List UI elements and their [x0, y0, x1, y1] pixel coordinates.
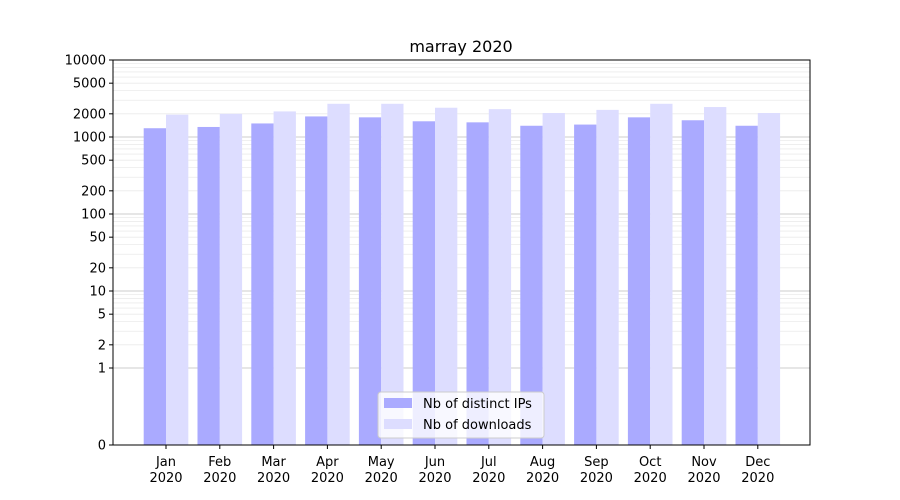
x-tick-label-month: Jan	[155, 455, 176, 470]
y-tick-label: 200	[81, 184, 106, 199]
bar-downloads-jun	[435, 107, 458, 446]
y-tick-label: 1000	[73, 131, 106, 146]
y-tick-label: 20	[89, 261, 106, 276]
x-tick-label-month: Oct	[639, 455, 661, 470]
x-tick-label-year: 2020	[149, 471, 182, 486]
x-tick-label-year: 2020	[203, 471, 236, 486]
bar-distinct-ips-may	[358, 117, 382, 445]
x-tick-label-year: 2020	[257, 471, 290, 486]
bar-downloads-sep	[596, 109, 619, 445]
y-tick-label: 5	[98, 308, 106, 323]
y-tick-label: 5000	[73, 77, 106, 92]
x-tick-label-month: May	[368, 455, 395, 470]
x-tick-label-year: 2020	[472, 471, 505, 486]
bar-distinct-ips-sep	[574, 124, 597, 446]
x-tick-label-year: 2020	[741, 471, 774, 486]
x-tick-label-month: Feb	[208, 455, 231, 470]
bar-distinct-ips-mar	[251, 123, 274, 445]
y-tick-label: 0	[98, 439, 106, 454]
x-tick-label-year: 2020	[311, 471, 344, 486]
bar-downloads-apr	[327, 103, 350, 446]
x-tick-label-month: Jun	[424, 455, 445, 470]
bar-distinct-ips-apr	[305, 116, 328, 445]
x-tick-label-month: Jul	[480, 455, 497, 470]
legend-label-downloads: Nb of downloads	[423, 418, 532, 433]
bar-distinct-ips-jan	[143, 128, 166, 445]
chart-title: marray 2020	[409, 37, 512, 56]
x-tick-label-year: 2020	[365, 471, 398, 486]
bar-downloads-jul	[488, 109, 512, 445]
x-tick-label-year: 2020	[526, 471, 559, 486]
y-tick-label: 100	[81, 208, 106, 223]
bar-distinct-ips-jul	[466, 122, 489, 446]
y-tick-label: 50	[89, 231, 106, 246]
bar-downloads-nov	[704, 107, 727, 445]
y-tick-label: 500	[81, 154, 106, 169]
x-tick-label-month: Nov	[691, 455, 717, 470]
bar-distinct-ips-oct	[627, 117, 651, 445]
y-tick-label: 2	[98, 338, 106, 353]
x-tick-label-year: 2020	[687, 471, 720, 486]
legend-swatch-distinct-ips	[384, 398, 412, 408]
legend-label-distinct-ips: Nb of distinct IPs	[423, 397, 532, 412]
x-tick-label-month: Aug	[530, 455, 555, 470]
x-tick-label-year: 2020	[418, 471, 451, 486]
bar-distinct-ips-aug	[520, 125, 543, 445]
x-tick-label-month: Dec	[745, 455, 770, 470]
plot-frame	[112, 59, 811, 446]
y-tick-label: 10000	[65, 54, 106, 69]
x-tick-label-month: Apr	[316, 455, 339, 470]
bar-downloads-may	[381, 103, 404, 446]
y-axis: 0 1 2 5 10 20 50 100 200 500 1000 2000 5000 10000	[65, 54, 113, 454]
x-tick-label-year: 2020	[634, 471, 667, 486]
x-tick-label-month: Mar	[261, 455, 286, 470]
bar-downloads-feb	[219, 113, 243, 446]
legend-box	[377, 391, 545, 439]
x-axis: Jan2020Feb2020Mar2020Apr2020May2020Jun20…	[149, 445, 774, 486]
bar-downloads-aug	[542, 112, 565, 446]
bar-downloads-jan	[166, 114, 189, 446]
y-tick-label: 10	[89, 285, 106, 300]
bar-downloads-dec	[757, 112, 781, 446]
legend-swatch-downloads	[384, 419, 412, 429]
bar-downloads-mar	[273, 111, 296, 446]
bars	[143, 103, 781, 446]
bar-distinct-ips-jun	[412, 121, 435, 445]
bar-distinct-ips-dec	[735, 125, 758, 445]
x-tick-label-year: 2020	[580, 471, 613, 486]
y-tick-label: 1	[98, 362, 106, 377]
x-tick-label-month: Sep	[584, 455, 609, 470]
bar-downloads-oct	[650, 103, 673, 446]
legend: Nb of distinct IPs Nb of downloads	[377, 391, 545, 439]
bar-distinct-ips-feb	[197, 126, 220, 446]
bar-distinct-ips-nov	[681, 120, 704, 446]
y-tick-label: 2000	[73, 107, 106, 122]
